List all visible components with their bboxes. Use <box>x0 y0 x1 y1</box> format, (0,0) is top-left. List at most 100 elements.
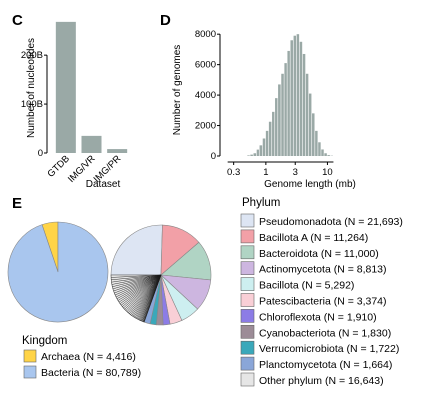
d-histogram-bar <box>299 41 303 156</box>
phylum-other-wedge-line <box>119 274 162 304</box>
d-y-tick-label: 2000 <box>195 121 216 132</box>
d-histogram-bar <box>275 98 278 156</box>
c-y-axis-label: Number of nucleotides <box>26 38 37 138</box>
d-y-tick-label: 6000 <box>195 60 216 71</box>
phylum-other-wedge-line <box>125 274 162 311</box>
phylum-other-wedge-line <box>115 274 162 296</box>
phylum-other-wedge-line <box>112 274 162 290</box>
d-histogram-bar <box>290 40 293 156</box>
phylum-legend-label: Verrucomicrobiota (N = 1,722) <box>259 343 399 355</box>
phylum-legend-swatch <box>240 245 255 260</box>
panel-e-pie-charts: Kingdom Archaea (N = 4,416) Bacteria (N =… <box>7 197 403 387</box>
panel-d-histogram: Number of genomes Genome length (mb) 0 20… <box>172 29 356 190</box>
phylum-legend-swatch <box>240 309 255 323</box>
phylum-legend-swatch <box>240 324 255 339</box>
d-histogram-bar <box>312 113 315 156</box>
phylum-other-wedge-line <box>115 274 162 298</box>
phylum-other-wedge-line <box>127 274 162 313</box>
phylum-other-wedge-line <box>123 274 162 309</box>
phylum-other-wedge-line <box>131 274 162 316</box>
phylum-legend-swatch <box>240 340 255 355</box>
d-histogram-bar <box>259 145 263 156</box>
phylum-other-wedge-line <box>111 274 162 285</box>
phylum-other-wedge-line <box>126 274 162 312</box>
phylum-other-wedge-line <box>112 274 162 287</box>
d-histogram-bar <box>305 73 309 156</box>
d-histogram-bar <box>265 130 269 156</box>
d-histogram-bar <box>281 73 284 156</box>
d-histogram-bar <box>262 138 266 156</box>
phylum-other-wedge-line <box>116 274 162 299</box>
d-histogram-bar <box>284 63 287 157</box>
d-y-axis-label: Number of genomes <box>172 45 183 136</box>
phylum-other-wedge-line <box>132 274 162 317</box>
kingdom-slice-bacteria <box>7 221 109 323</box>
phylum-other-wedge-line <box>111 274 162 278</box>
phylum-legend-swatch <box>240 277 255 291</box>
c-bar-img-vr <box>81 135 102 153</box>
phylum-other-wedge-line <box>117 274 162 301</box>
d-x-tick-label: 0.3 <box>227 167 240 178</box>
d-y-tick-label: 8000 <box>195 29 216 40</box>
kingdom-legend-label: Bacteria (N = 80,789) <box>41 367 141 379</box>
panel-letter-e: E <box>12 195 22 212</box>
phylum-other-wedge-line <box>129 274 162 314</box>
panel-letter-d: D <box>160 12 171 29</box>
phylum-legend: Pseudomonadota (N = 21,693) Bacillota A (… <box>240 213 403 387</box>
c-x-axis-label: Dataset <box>86 179 121 190</box>
phylum-legend-title: Phylum <box>242 197 280 209</box>
kingdom-legend-title: Kingdom <box>22 335 67 347</box>
kingdom-legend-swatch <box>23 365 37 379</box>
phylum-legend-swatch <box>240 229 255 244</box>
phylum-legend-label: Patescibacteria (N = 3,374) <box>259 296 387 308</box>
phylum-other-wedge-line <box>113 274 162 292</box>
d-histogram-bar <box>287 50 290 156</box>
d-histogram-bar <box>315 130 318 156</box>
phylum-slice-pseudomonadota <box>110 224 163 276</box>
d-histogram-bar <box>253 153 257 156</box>
phylum-legend-swatch <box>240 261 255 276</box>
phylum-other-wedge-line <box>111 274 162 281</box>
panel-c-bar-chart: Number of nucleotides Dataset 0100B200B … <box>21 21 128 190</box>
phylum-other-wedge-line <box>118 274 162 303</box>
kingdom-legend: Archaea (N = 4,416) Bacteria (N = 80,789) <box>23 349 141 379</box>
phylum-legend-swatch <box>240 372 255 387</box>
c-bar-img-pr <box>107 149 128 153</box>
phylum-legend-label: Other phylum (N = 16,643) <box>259 375 384 387</box>
c-y-tick-label: 200B <box>21 50 43 61</box>
d-histogram-bar <box>296 34 300 156</box>
d-histogram-bar <box>250 154 253 156</box>
phylum-other-wedge-line <box>122 274 162 307</box>
d-histogram-bar <box>247 155 250 156</box>
c-y-tick-label: 0 <box>38 148 43 159</box>
d-histogram-bar <box>308 93 312 156</box>
c-y-tick-label: 100B <box>21 99 43 110</box>
c-bar-gtdb <box>55 21 76 153</box>
d-y-tick-label: 0 <box>211 151 216 162</box>
d-histogram-bar <box>302 53 306 156</box>
phylum-other-wedge-line <box>111 274 162 283</box>
phylum-other-wedge-line <box>130 274 162 315</box>
phylum-legend-swatch <box>240 356 255 371</box>
d-histogram-bar <box>293 35 297 156</box>
d-x-tick-label: 3 <box>293 167 298 178</box>
d-x-axis-label: Genome length (mb) <box>264 179 356 190</box>
phylum-other-wedge-line <box>121 274 162 306</box>
phylum-other-wedge-line <box>124 274 162 310</box>
phylum-legend-label: Pseudomonadota (N = 21,693) <box>259 216 403 228</box>
d-histogram-bar <box>324 153 327 156</box>
d-histogram-bar <box>268 121 272 156</box>
kingdom-legend-swatch <box>23 349 37 363</box>
phylum-other-wedge-line <box>114 274 162 294</box>
d-y-tick-label: 4000 <box>195 90 216 101</box>
d-histogram-bar <box>327 155 330 156</box>
kingdom-legend-label: Archaea (N = 4,416) <box>41 351 136 363</box>
d-x-tick-label: 1 <box>263 167 268 178</box>
phylum-legend-label: Bacillota A (N = 11,264) <box>259 232 368 244</box>
phylum-legend-label: Actinomycetota (N = 8,813) <box>259 264 387 276</box>
d-histogram-bar <box>318 142 321 156</box>
phylum-legend-label: Chloroflexota (N = 1,910) <box>259 311 377 323</box>
d-histogram-bar <box>321 149 324 156</box>
kingdom-pie <box>7 221 109 323</box>
